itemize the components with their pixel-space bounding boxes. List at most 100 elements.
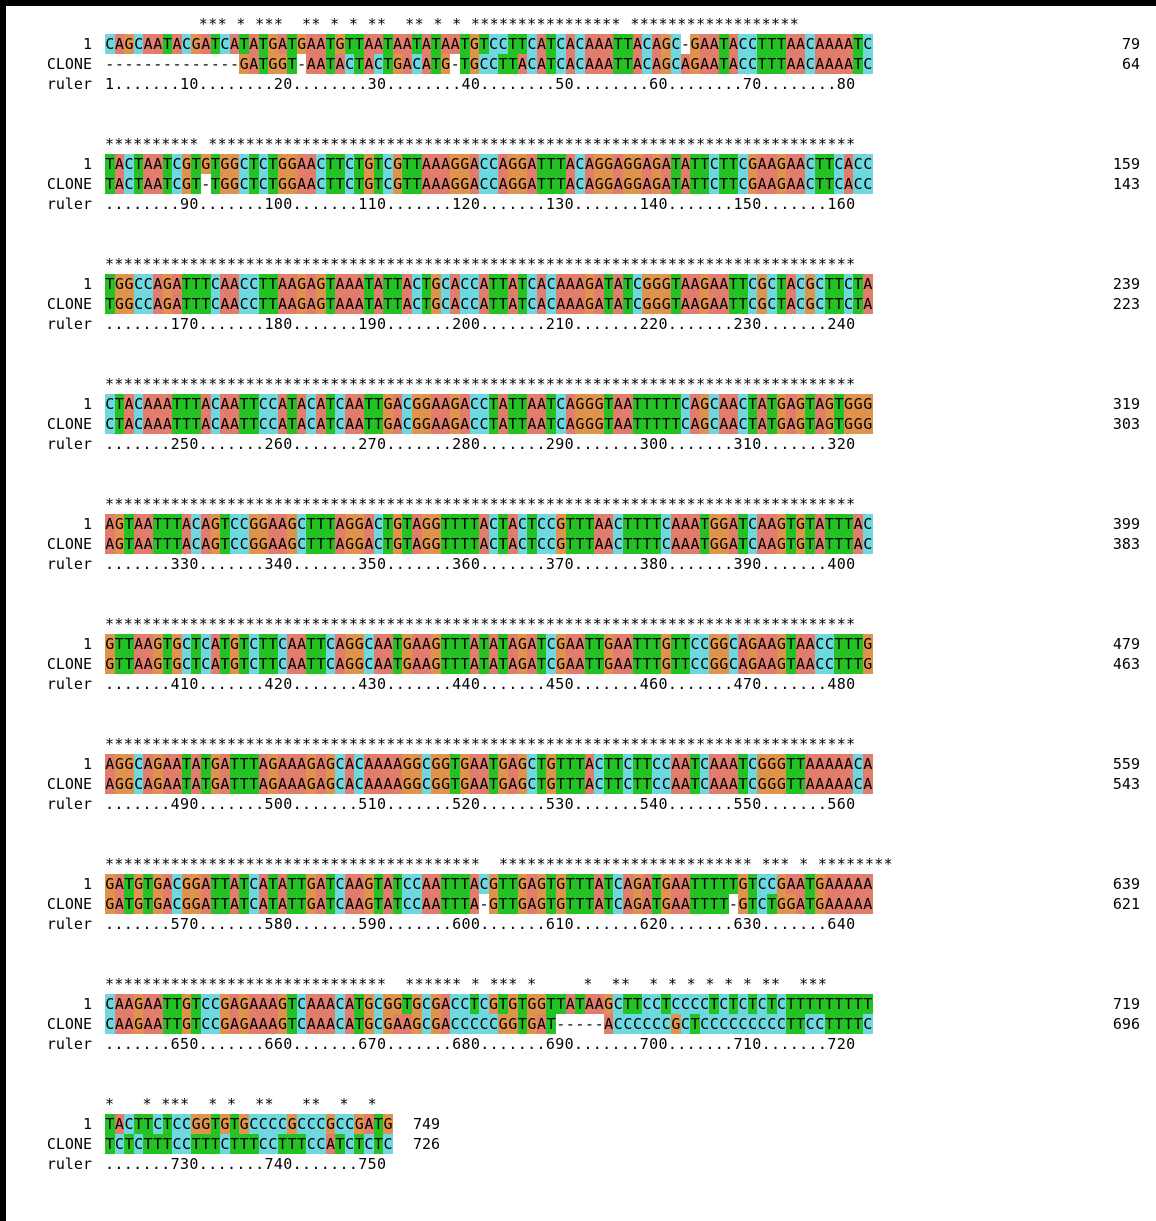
residue: T xyxy=(527,534,537,554)
residue: A xyxy=(306,34,317,54)
residue: G xyxy=(200,1114,211,1134)
residue: T xyxy=(671,154,681,174)
residue: A xyxy=(594,534,604,554)
residue: T xyxy=(834,654,844,674)
residue: A xyxy=(316,394,326,414)
residue: A xyxy=(316,54,326,74)
residue: T xyxy=(632,634,643,654)
residue: T xyxy=(623,54,633,74)
residue: C xyxy=(613,1014,624,1034)
residue: C xyxy=(488,174,499,194)
residue: G xyxy=(402,754,412,774)
residue: G xyxy=(623,174,633,194)
residue: G xyxy=(421,394,432,414)
residue: A xyxy=(786,174,796,194)
residue: C xyxy=(536,514,547,534)
residue: C xyxy=(421,1014,432,1034)
residue: A xyxy=(527,394,537,414)
residue: T xyxy=(258,294,269,314)
residue: T xyxy=(229,1134,240,1154)
residue: T xyxy=(786,754,796,774)
residue: C xyxy=(862,174,873,194)
residue: T xyxy=(325,34,336,54)
residue: A xyxy=(268,514,278,534)
residue: T xyxy=(642,414,652,434)
residue: G xyxy=(268,34,278,54)
residue: C xyxy=(383,1134,393,1154)
residue: G xyxy=(555,874,566,894)
residue: A xyxy=(316,874,326,894)
residue: T xyxy=(786,774,796,794)
residue: T xyxy=(124,634,134,654)
residue: T xyxy=(757,34,767,54)
residue: T xyxy=(843,1014,854,1034)
residue: A xyxy=(421,654,432,674)
residue: A xyxy=(594,874,604,894)
residue: G xyxy=(402,774,412,794)
residue: T xyxy=(191,154,201,174)
residue: C xyxy=(306,394,317,414)
residue: T xyxy=(248,754,259,774)
residue: T xyxy=(766,894,777,914)
residue: A xyxy=(824,774,835,794)
residue: A xyxy=(843,894,854,914)
residue: T xyxy=(220,894,230,914)
residue: A xyxy=(594,294,604,314)
residue: A xyxy=(498,394,508,414)
residue: G xyxy=(152,894,163,914)
residue: G xyxy=(776,534,787,554)
residue: A xyxy=(296,154,307,174)
residue: T xyxy=(786,1014,796,1034)
residue: C xyxy=(488,154,499,174)
residue: A xyxy=(306,174,317,194)
residue: T xyxy=(565,514,576,534)
residue: T xyxy=(114,414,125,434)
residue: T xyxy=(671,294,681,314)
residue: G xyxy=(661,54,672,74)
residue: C xyxy=(133,274,144,294)
residue: G xyxy=(776,874,787,894)
residue: C xyxy=(757,894,767,914)
residue: T xyxy=(603,294,614,314)
residue: C xyxy=(661,774,672,794)
residue: C xyxy=(651,1014,662,1034)
ruler-scale: .......650.......660.......670.......680… xyxy=(105,1035,856,1053)
residue: T xyxy=(248,774,259,794)
residue: A xyxy=(124,994,134,1014)
sequence-residues: AGGCAGAATATGATTTAGAAAGAGCACAAAAGGCGGTGAA… xyxy=(105,754,873,774)
residue: C xyxy=(191,534,201,554)
residue: C xyxy=(364,1134,374,1154)
residue: T xyxy=(853,654,863,674)
residue: A xyxy=(440,394,451,414)
residue: T xyxy=(517,294,528,314)
residue: T xyxy=(498,54,508,74)
residue: T xyxy=(699,514,710,534)
residue: A xyxy=(258,874,269,894)
residue: A xyxy=(277,874,288,894)
residue: A xyxy=(536,394,547,414)
residue: T xyxy=(546,54,556,74)
sequence-residues: CTACAAATTTACAATTCCATACATCAATTGACGGAAGACC… xyxy=(105,414,873,434)
residue: T xyxy=(335,154,345,174)
residue: G xyxy=(776,754,787,774)
residue: T xyxy=(200,1134,211,1154)
residue: C xyxy=(488,534,499,554)
residue: T xyxy=(143,1114,153,1134)
residue: A xyxy=(805,654,815,674)
residue: C xyxy=(498,34,508,54)
consensus-stars: ****************************************… xyxy=(105,375,856,393)
residue: G xyxy=(555,514,566,534)
residue: A xyxy=(364,754,374,774)
residue: T xyxy=(498,274,508,294)
residue: A xyxy=(105,754,115,774)
residue: G xyxy=(191,1114,201,1134)
residue: A xyxy=(277,754,288,774)
residue: A xyxy=(757,514,767,534)
residue: T xyxy=(258,34,269,54)
residue: T xyxy=(786,514,796,534)
residue: A xyxy=(325,994,336,1014)
residue: T xyxy=(200,774,211,794)
residue: T xyxy=(306,634,317,654)
residue: C xyxy=(210,414,221,434)
residue: A xyxy=(268,534,278,554)
